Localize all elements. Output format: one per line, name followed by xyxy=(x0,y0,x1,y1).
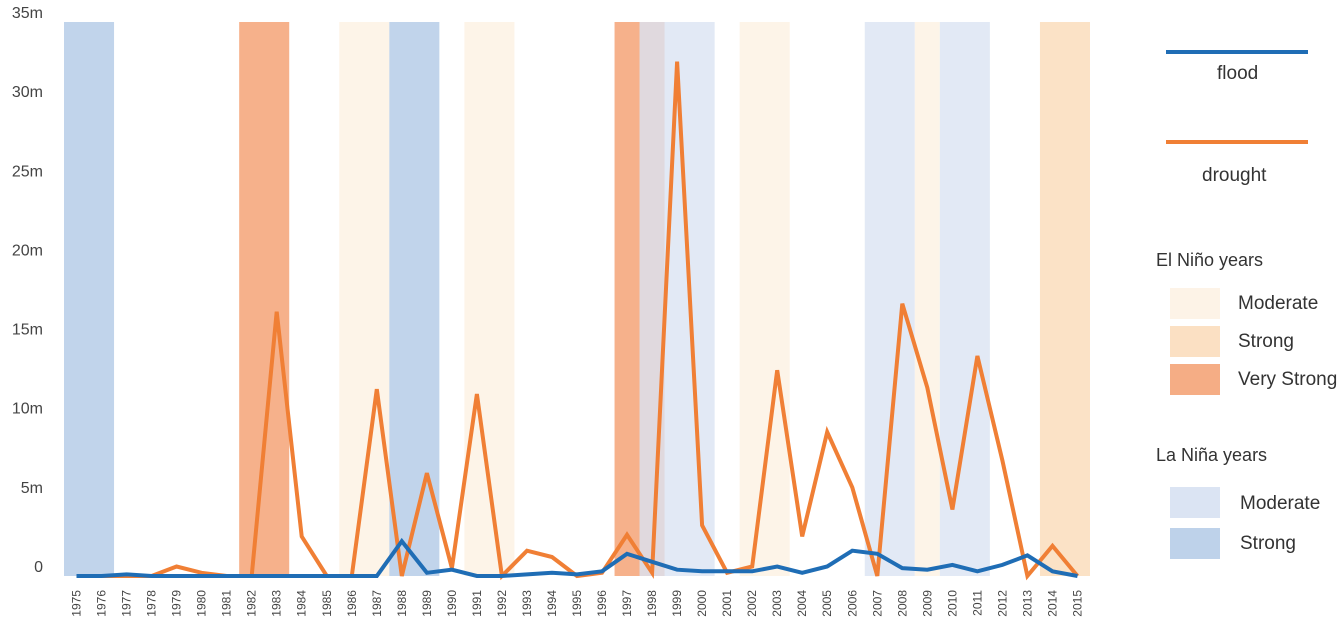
x-tick-label: 1994 xyxy=(545,590,559,617)
x-tick-label: 2004 xyxy=(795,590,809,617)
legend-el-nino-very-strong-swatch xyxy=(1170,364,1220,395)
x-tick-label: 2000 xyxy=(695,590,709,617)
x-tick-label: 2011 xyxy=(970,590,984,616)
x-tick-label: 1998 xyxy=(645,590,659,617)
x-tick-label: 1976 xyxy=(95,590,109,617)
band-el-nino-moderate-2002 xyxy=(739,22,790,576)
x-tick-label: 1992 xyxy=(495,590,509,617)
legend-el-nino-moderate-label: Moderate xyxy=(1238,293,1319,314)
x-tick-label: 1987 xyxy=(370,590,384,617)
y-tick-label: 25m xyxy=(12,163,43,180)
band-el-nino-moderate-2009 xyxy=(914,22,940,576)
x-tick-label: 1991 xyxy=(470,590,484,617)
x-tick-label: 1983 xyxy=(270,590,284,617)
band-la-nina-strong-1975 xyxy=(64,22,115,576)
x-tick-label: 1993 xyxy=(520,590,534,617)
y-tick-label: 10m xyxy=(12,401,43,418)
x-tick-label: 1979 xyxy=(170,590,184,617)
band-la-nina-moderate-2007 xyxy=(864,22,915,576)
legend-drought-line xyxy=(1166,140,1308,144)
x-tick-label: 1985 xyxy=(320,590,334,617)
y-tick-label: 35m xyxy=(12,5,43,22)
legend-flood-label: flood xyxy=(1217,63,1259,84)
legend-la-nina-title: La Niña years xyxy=(1156,445,1268,465)
band-la-nina-moderate-1998 xyxy=(639,22,715,576)
y-tick-label: 20m xyxy=(12,242,43,259)
legend-drought-label: drought xyxy=(1202,165,1267,186)
x-tick-label: 2003 xyxy=(770,590,784,617)
x-tick-label: 2012 xyxy=(995,590,1009,617)
band-el-nino-very-strong-1982 xyxy=(239,22,290,576)
x-tick-label: 1978 xyxy=(145,590,159,617)
x-tick-label: 1995 xyxy=(570,590,584,617)
legend-la-nina-strong-label: Strong xyxy=(1240,533,1296,554)
x-tick-label: 2007 xyxy=(870,590,884,617)
x-tick-label: 1999 xyxy=(670,590,684,617)
x-tick-label: 2010 xyxy=(945,590,959,617)
band-el-nino-strong-2014 xyxy=(1039,22,1090,576)
y-tick-label: 30m xyxy=(12,84,43,101)
x-tick-label: 1980 xyxy=(195,590,209,617)
x-tick-label: 2006 xyxy=(845,590,859,617)
band-el-nino-very-strong-1997 xyxy=(614,22,640,576)
x-tick-label: 1990 xyxy=(445,590,459,617)
x-tick-label: 2009 xyxy=(920,590,934,617)
x-tick-label: 1981 xyxy=(220,590,234,617)
x-tick-label: 2014 xyxy=(1045,590,1059,617)
x-tick-label: 1988 xyxy=(395,590,409,617)
y-axis: 0 5m 10m 15m 20m 25m 30m 35m xyxy=(12,5,43,576)
y-tick-label: 15m xyxy=(12,322,43,339)
legend-el-nino-title: El Niño years xyxy=(1156,250,1264,270)
y-tick-label: 0 xyxy=(34,559,43,576)
legend-la-nina-moderate-swatch xyxy=(1170,487,1220,518)
x-tick-label: 1989 xyxy=(420,590,434,617)
legend-el-nino-strong-swatch xyxy=(1170,326,1220,357)
legend-la-nina-moderate-label: Moderate xyxy=(1240,493,1321,514)
x-tick-label: 1996 xyxy=(595,590,609,617)
legend-la-nina-strong-swatch xyxy=(1170,528,1220,559)
x-tick-label: 2001 xyxy=(720,590,734,617)
x-tick-label: 1975 xyxy=(70,590,84,617)
x-tick-label: 1984 xyxy=(295,590,309,617)
x-tick-label: 2002 xyxy=(745,590,759,617)
x-axis: 1975 1976 1977 1978 1979 1980 1981 1982 1983 1984… xyxy=(70,590,1085,617)
x-tick-label: 1977 xyxy=(120,590,134,617)
x-tick-label: 2013 xyxy=(1020,590,1034,617)
x-tick-label: 2005 xyxy=(820,590,834,617)
legend-el-nino-very-strong-label: Very Strong xyxy=(1238,369,1338,390)
x-tick-label: 2015 xyxy=(1070,590,1084,617)
x-tick-label: 1997 xyxy=(620,590,634,617)
legend: flood drought El Niño years Moderate Str… xyxy=(1150,0,1340,623)
x-tick-label: 2008 xyxy=(895,590,909,617)
legend-el-nino-strong-label: Strong xyxy=(1238,331,1294,352)
y-tick-label: 5m xyxy=(21,480,43,497)
series-lines xyxy=(76,61,1080,581)
x-tick-label: 1986 xyxy=(345,590,359,617)
legend-flood-line xyxy=(1166,50,1308,54)
legend-el-nino-moderate-swatch xyxy=(1170,288,1220,319)
x-tick-label: 1982 xyxy=(245,590,259,617)
el-nino-la-nina-bands xyxy=(64,22,1090,576)
